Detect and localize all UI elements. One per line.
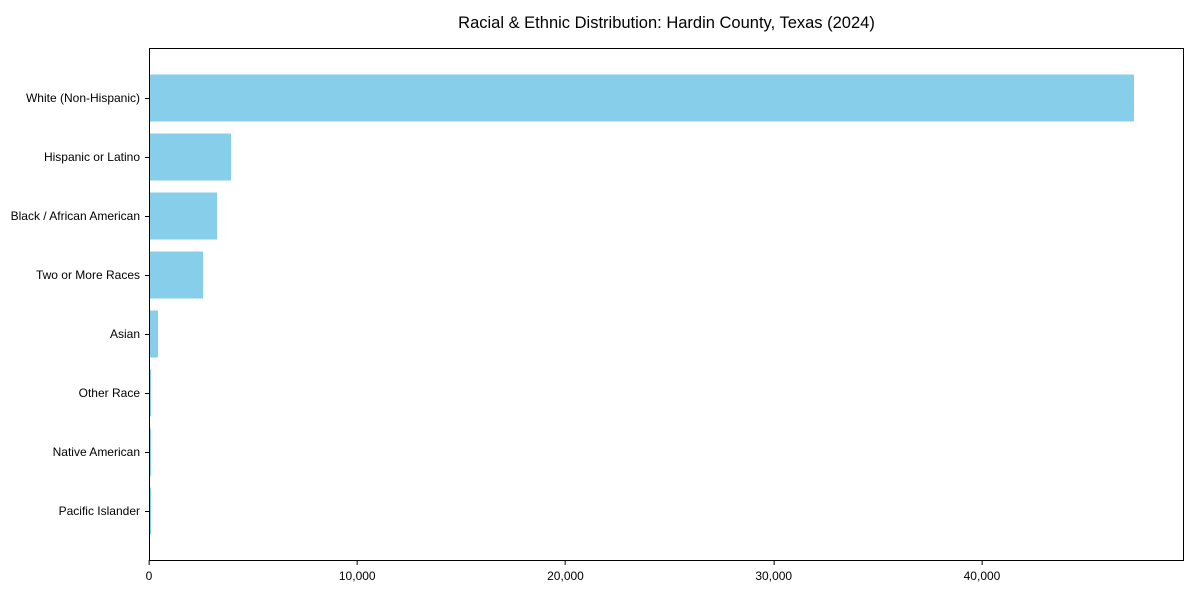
bar <box>150 74 1135 122</box>
x-tick-mark <box>773 560 775 565</box>
bar <box>150 310 159 358</box>
bar-row: Other Race <box>79 364 1183 423</box>
x-tick: 20,000 <box>547 560 584 583</box>
category-label: Pacific Islander <box>58 504 140 519</box>
category-label: Asian <box>109 327 140 342</box>
y-tick-mark <box>145 274 150 276</box>
x-tick-label: 0 <box>145 569 153 583</box>
x-tick-label: 40,000 <box>963 569 1001 583</box>
x-tick: 0 <box>145 560 153 583</box>
plot-area: White (Non-Hispanic) Hispanic or Latino Bl… <box>11 48 1184 583</box>
y-tick-mark <box>145 452 150 454</box>
y-tick-mark <box>145 511 150 513</box>
bar <box>150 251 203 299</box>
bar <box>150 428 151 476</box>
x-tick-mark <box>148 560 150 565</box>
x-tick-mark <box>356 560 358 565</box>
x-tick-label: 20,000 <box>547 569 584 583</box>
x-tick-mark <box>564 560 566 565</box>
y-tick-mark <box>145 215 150 217</box>
bar-row: Hispanic or Latino <box>44 127 1183 186</box>
bar-row: Black / African American <box>11 186 1183 245</box>
x-tick: 30,000 <box>755 560 792 583</box>
bar-row: Two or More Races <box>36 245 1183 304</box>
y-tick-mark <box>145 97 150 99</box>
chart-title: Racial & Ethnic Distribution: Hardin Cou… <box>458 14 875 32</box>
bar-row: Asian <box>110 305 1183 364</box>
x-tick: 10,000 <box>339 560 376 583</box>
y-tick-mark <box>145 334 150 336</box>
category-label: Hispanic or Latino <box>43 149 140 164</box>
bars-container: White (Non-Hispanic) Hispanic or Latino Bl… <box>11 49 1183 560</box>
bar <box>150 192 217 240</box>
category-label: Black / African American <box>10 208 140 223</box>
y-tick-mark <box>145 156 150 158</box>
bar-row: Pacific Islander <box>59 482 1183 541</box>
category-label: Two or More Races <box>35 267 140 282</box>
x-tick-mark <box>981 560 983 565</box>
category-label: Native American <box>52 445 140 460</box>
bar-row: White (Non-Hispanic) <box>26 68 1183 127</box>
x-tick-label: 30,000 <box>755 569 793 583</box>
x-axis: 0 10,000 20,000 30,000 40,000 <box>145 560 1184 594</box>
bar <box>150 369 152 417</box>
y-tick-mark <box>145 393 150 395</box>
category-label: White (Non-Hispanic) <box>25 90 140 105</box>
x-tick: 40,000 <box>963 560 1001 583</box>
bar-row: Native American <box>53 423 1183 482</box>
bar <box>150 133 232 181</box>
category-label: Other Race <box>78 386 140 401</box>
x-tick-label: 10,000 <box>338 569 376 583</box>
